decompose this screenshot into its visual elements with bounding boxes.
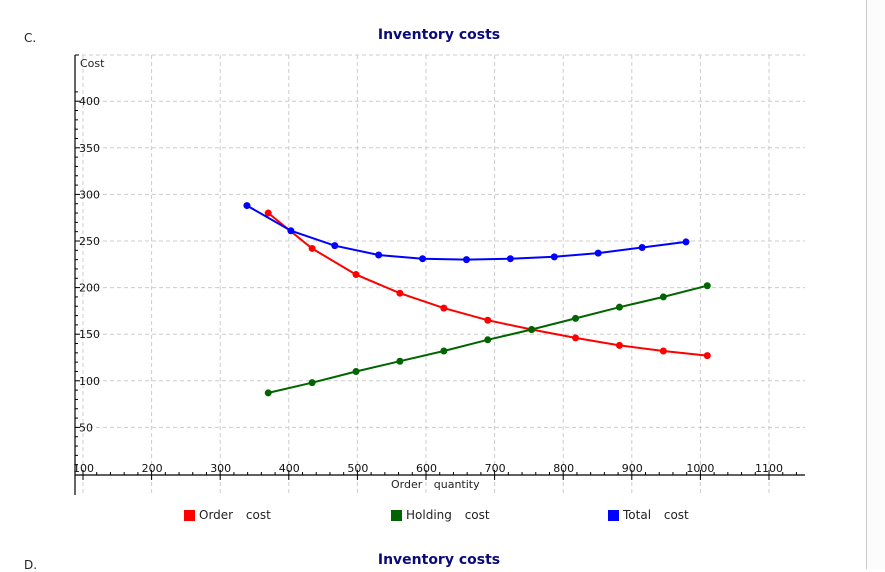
svg-text:700: 700: [485, 462, 506, 475]
legend-label: Order cost: [199, 508, 271, 522]
legend-item-order-cost: Order cost: [184, 508, 271, 522]
svg-text:500: 500: [347, 462, 368, 475]
svg-text:200: 200: [79, 282, 100, 295]
chart-title: Inventory costs: [377, 27, 501, 43]
section-label: C.: [24, 31, 37, 45]
right-scrollbar-strip: [866, 0, 885, 569]
svg-text:250: 250: [79, 235, 100, 248]
svg-text:100: 100: [73, 462, 94, 475]
svg-text:50: 50: [79, 421, 93, 434]
svg-text:300: 300: [79, 188, 100, 201]
legend-item-total-cost: Total cost: [608, 508, 689, 522]
legend-swatch-blue: [608, 509, 619, 521]
svg-text:400: 400: [279, 462, 300, 475]
legend-label: Holding cost: [406, 508, 490, 522]
next-chart-title: Inventory costs: [377, 552, 501, 568]
svg-text:150: 150: [79, 328, 100, 341]
svg-text:1000: 1000: [686, 462, 714, 475]
svg-text:200: 200: [142, 462, 163, 475]
svg-text:350: 350: [79, 142, 100, 155]
legend-swatch-green: [391, 509, 402, 521]
svg-text:900: 900: [622, 462, 643, 475]
svg-text:300: 300: [210, 462, 231, 475]
svg-text:Cost: Cost: [80, 57, 105, 70]
legend-label: Total cost: [623, 508, 689, 522]
legend-swatch-red: [184, 509, 195, 521]
svg-text:400: 400: [79, 95, 100, 108]
svg-text:Order quantity: Order quantity: [391, 478, 480, 491]
svg-text:1100: 1100: [755, 462, 783, 475]
svg-text:100: 100: [79, 375, 100, 388]
svg-text:600: 600: [416, 462, 437, 475]
svg-text:800: 800: [553, 462, 574, 475]
legend-item-holding-cost: Holding cost: [391, 508, 490, 522]
